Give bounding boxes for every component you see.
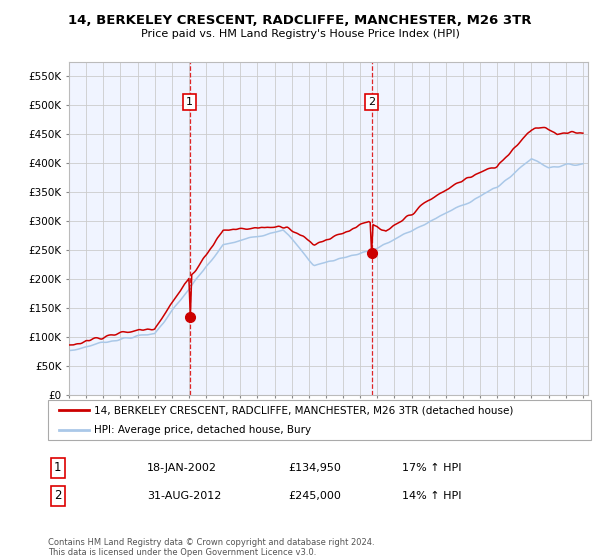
Text: 2: 2 <box>54 489 62 502</box>
Text: 2: 2 <box>368 97 375 107</box>
Text: £134,950: £134,950 <box>288 463 341 473</box>
Text: HPI: Average price, detached house, Bury: HPI: Average price, detached house, Bury <box>94 425 311 435</box>
Text: 1: 1 <box>186 97 193 107</box>
Text: Contains HM Land Registry data © Crown copyright and database right 2024.
This d: Contains HM Land Registry data © Crown c… <box>48 538 374 557</box>
Text: 14% ↑ HPI: 14% ↑ HPI <box>402 491 461 501</box>
Text: 17% ↑ HPI: 17% ↑ HPI <box>402 463 461 473</box>
Text: Price paid vs. HM Land Registry's House Price Index (HPI): Price paid vs. HM Land Registry's House … <box>140 29 460 39</box>
Text: 31-AUG-2012: 31-AUG-2012 <box>147 491 221 501</box>
Text: 14, BERKELEY CRESCENT, RADCLIFFE, MANCHESTER, M26 3TR (detached house): 14, BERKELEY CRESCENT, RADCLIFFE, MANCHE… <box>94 405 514 415</box>
FancyBboxPatch shape <box>48 400 591 440</box>
Text: 14, BERKELEY CRESCENT, RADCLIFFE, MANCHESTER, M26 3TR: 14, BERKELEY CRESCENT, RADCLIFFE, MANCHE… <box>68 14 532 27</box>
Text: 1: 1 <box>54 461 62 474</box>
Text: £245,000: £245,000 <box>288 491 341 501</box>
Text: 18-JAN-2002: 18-JAN-2002 <box>147 463 217 473</box>
